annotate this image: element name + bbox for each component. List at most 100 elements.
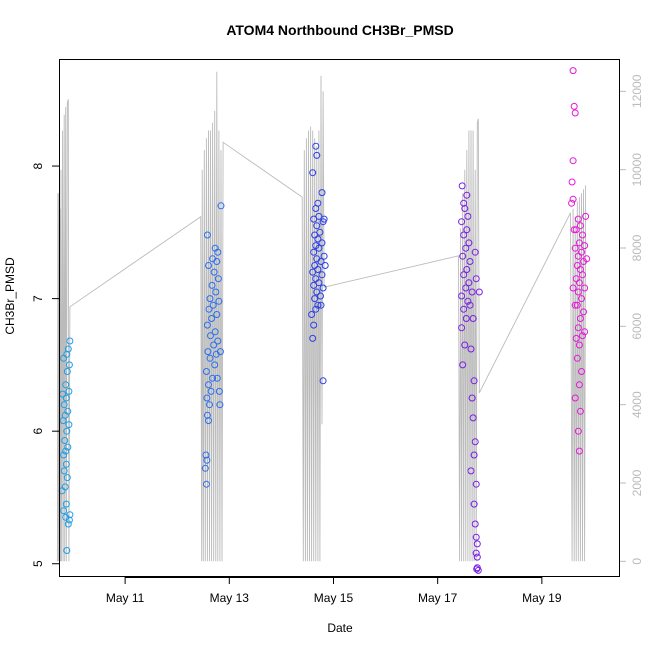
data-point <box>571 301 579 309</box>
data-point <box>62 500 70 508</box>
data-point <box>206 401 213 409</box>
data-point <box>465 239 473 247</box>
y2-tick-label: 12000 <box>630 74 644 108</box>
data-point <box>205 381 212 389</box>
data-point <box>318 189 326 197</box>
data-point <box>209 255 217 263</box>
data-point <box>462 315 470 322</box>
data-point <box>462 284 470 292</box>
data-point <box>569 67 577 75</box>
y-tick-label: 8 <box>31 162 45 169</box>
data-point <box>63 427 71 435</box>
x-tick-label: May 13 <box>210 591 250 605</box>
data-point <box>206 354 214 362</box>
data-point <box>569 284 577 292</box>
plot-frame <box>59 59 620 577</box>
data-point <box>60 507 68 515</box>
x-tick-label: May 11 <box>106 591 145 605</box>
data-point <box>318 239 326 247</box>
data-point <box>64 443 72 451</box>
data-point <box>60 451 68 459</box>
data-point <box>581 284 589 292</box>
data-point <box>470 377 478 385</box>
y2-tick-label: 8000 <box>630 234 644 261</box>
data-point <box>62 394 70 402</box>
data-point <box>64 407 72 415</box>
data-point <box>209 301 217 309</box>
data-point <box>460 199 468 207</box>
data-point <box>214 337 222 345</box>
data-point <box>469 315 477 322</box>
data-point <box>575 381 583 389</box>
data-point <box>467 345 475 353</box>
data-point <box>574 215 582 223</box>
y2-tick-label: 10000 <box>630 153 644 187</box>
y2-tick-label: 6000 <box>630 313 644 340</box>
data-point <box>312 142 320 150</box>
altitude-line <box>56 71 587 562</box>
data-point <box>65 361 73 369</box>
data-point <box>312 242 320 250</box>
data-point <box>462 244 470 252</box>
data-point <box>570 226 578 234</box>
data-point <box>467 467 475 475</box>
data-point <box>202 451 210 459</box>
data-point <box>578 295 585 303</box>
data-point <box>470 451 478 459</box>
data-point <box>580 308 587 316</box>
y2-tick-label: 2000 <box>630 469 644 496</box>
data-point <box>203 231 211 239</box>
data-point <box>471 520 479 528</box>
data-point <box>207 387 215 395</box>
data-point <box>66 337 74 345</box>
data-point <box>320 252 328 260</box>
data-point <box>458 182 466 190</box>
data-point <box>582 212 590 220</box>
data-point <box>573 354 581 362</box>
data-point <box>216 401 224 409</box>
data-point <box>312 275 320 283</box>
data-point <box>575 239 583 247</box>
x-axis-label: Date <box>327 621 353 635</box>
data-point <box>213 374 221 382</box>
data-point <box>204 348 212 356</box>
data-point <box>62 381 70 389</box>
data-point <box>472 533 480 541</box>
data-point <box>64 520 72 528</box>
data-point <box>66 511 74 519</box>
data-point <box>215 297 223 305</box>
data-point <box>205 417 212 425</box>
data-point <box>575 447 583 455</box>
data-point <box>208 315 216 322</box>
data-point <box>581 328 589 336</box>
data-point <box>472 480 480 488</box>
data-point <box>573 301 581 309</box>
data-point <box>469 414 477 422</box>
x-tick-label: May 15 <box>314 591 354 605</box>
data-point <box>311 295 319 303</box>
data-point <box>309 334 317 342</box>
data-point <box>209 374 217 382</box>
data-point <box>210 341 218 349</box>
data-point <box>576 222 584 230</box>
y-tick-label: 6 <box>31 428 45 435</box>
data-point <box>207 332 214 340</box>
data-point <box>459 252 467 260</box>
data-point <box>579 231 586 239</box>
data-point <box>463 226 471 234</box>
altitude-series <box>56 71 587 562</box>
data-point <box>458 324 466 332</box>
data-point <box>574 324 582 332</box>
data-point <box>206 295 214 303</box>
data-point <box>472 275 480 283</box>
data-point <box>205 262 212 269</box>
data-point <box>310 321 318 329</box>
data-point <box>203 456 211 464</box>
data-point <box>460 231 468 239</box>
data-point <box>319 377 327 385</box>
data-point <box>569 157 577 165</box>
data-point <box>316 228 324 236</box>
y-tick-label: 7 <box>31 295 45 302</box>
data-point <box>60 467 68 475</box>
data-point <box>210 268 218 276</box>
